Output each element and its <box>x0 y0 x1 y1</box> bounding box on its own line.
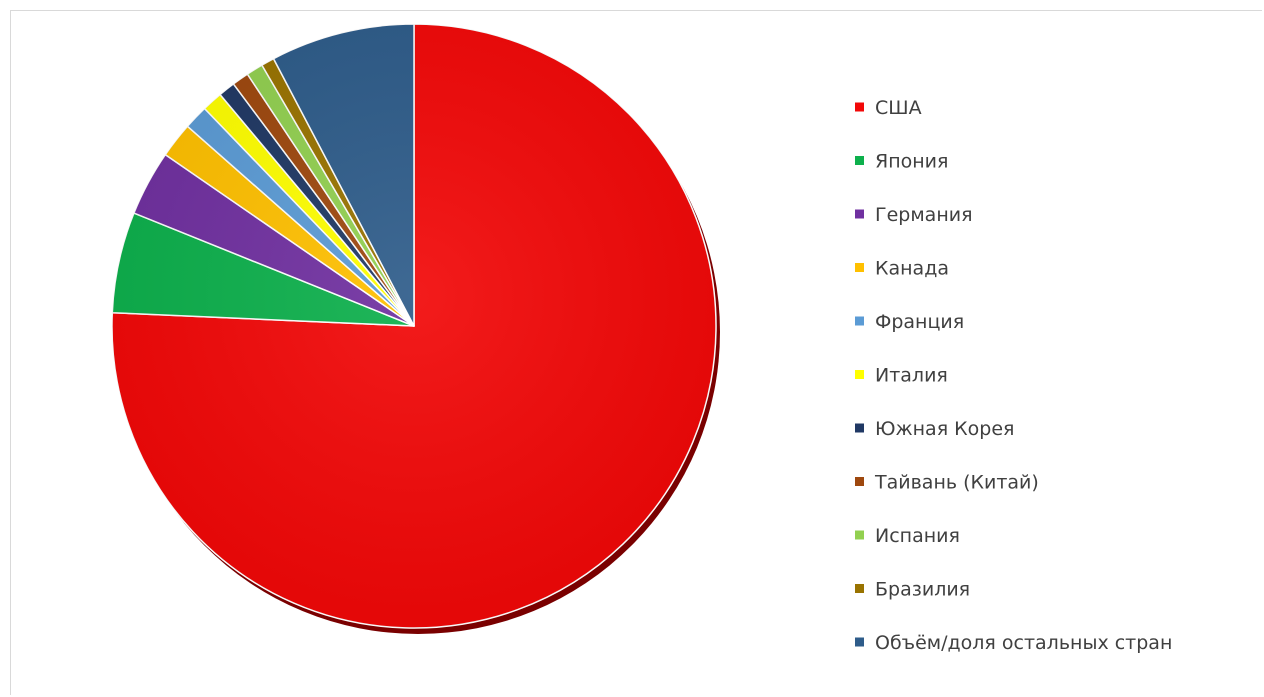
legend-label: Тайвань (Китай) <box>874 472 1039 494</box>
legend-swatch <box>855 637 864 647</box>
legend-label: Франция <box>875 311 964 333</box>
legend: США Япония Германия Канада Франция Италия Южна… <box>855 97 1172 654</box>
legend-item: Объём/доля остальных стран <box>855 632 1172 654</box>
legend-swatch <box>855 156 864 165</box>
legend-label: Япония <box>875 151 948 173</box>
legend-label: США <box>875 97 922 119</box>
legend-swatch <box>855 263 864 272</box>
legend-label: Бразилия <box>875 579 970 601</box>
legend-item: Германия <box>855 204 973 226</box>
legend-swatch <box>855 477 864 486</box>
legend-label: Южная Корея <box>875 418 1014 440</box>
legend-item: Испания <box>855 525 960 547</box>
legend-label: Германия <box>875 204 973 226</box>
legend-item: Тайвань (Китай) <box>855 472 1039 494</box>
legend-label: Испания <box>875 525 960 547</box>
legend-swatch <box>855 316 864 326</box>
legend-item: Япония <box>855 151 948 173</box>
legend-swatch <box>855 423 864 433</box>
legend-item: США <box>855 97 922 119</box>
legend-label: Объём/доля остальных стран <box>875 632 1172 654</box>
legend-label: Канада <box>875 258 949 280</box>
legend-swatch <box>855 530 864 540</box>
legend-item: Франция <box>855 311 964 333</box>
legend-item: Бразилия <box>855 579 970 601</box>
pie-slices <box>111 23 717 629</box>
legend-swatch <box>855 209 864 219</box>
legend-swatch <box>855 102 864 112</box>
legend-item: Канада <box>855 258 949 280</box>
legend-item: Южная Корея <box>855 418 1014 440</box>
legend-swatch <box>855 370 864 379</box>
legend-item: Италия <box>855 365 948 387</box>
legend-swatch <box>855 584 864 593</box>
legend-label: Италия <box>875 365 948 387</box>
